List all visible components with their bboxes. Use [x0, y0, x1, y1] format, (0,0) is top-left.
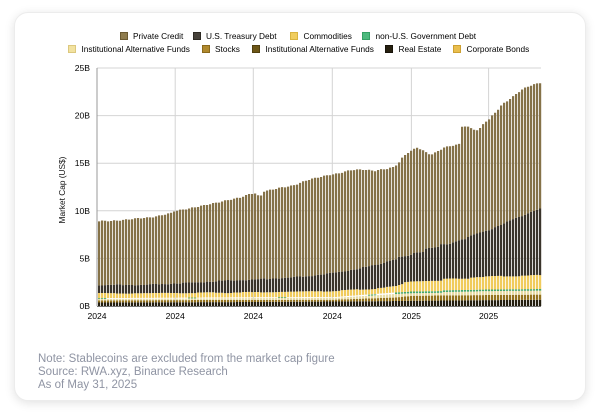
svg-text:0B: 0B — [79, 301, 90, 311]
svg-text:2024: 2024 — [87, 311, 106, 321]
svg-text:2024: 2024 — [244, 311, 263, 321]
svg-text:10B: 10B — [75, 206, 91, 216]
svg-text:Market Cap (US$): Market Cap (US$) — [57, 156, 67, 223]
svg-text:2025: 2025 — [402, 311, 421, 321]
svg-text:2025: 2025 — [479, 311, 498, 321]
svg-text:5B: 5B — [79, 253, 90, 263]
svg-text:15B: 15B — [75, 158, 91, 168]
svg-text:2024: 2024 — [323, 311, 342, 321]
svg-text:20B: 20B — [75, 111, 91, 121]
svg-text:25B: 25B — [75, 63, 91, 73]
svg-text:2024: 2024 — [166, 311, 185, 321]
